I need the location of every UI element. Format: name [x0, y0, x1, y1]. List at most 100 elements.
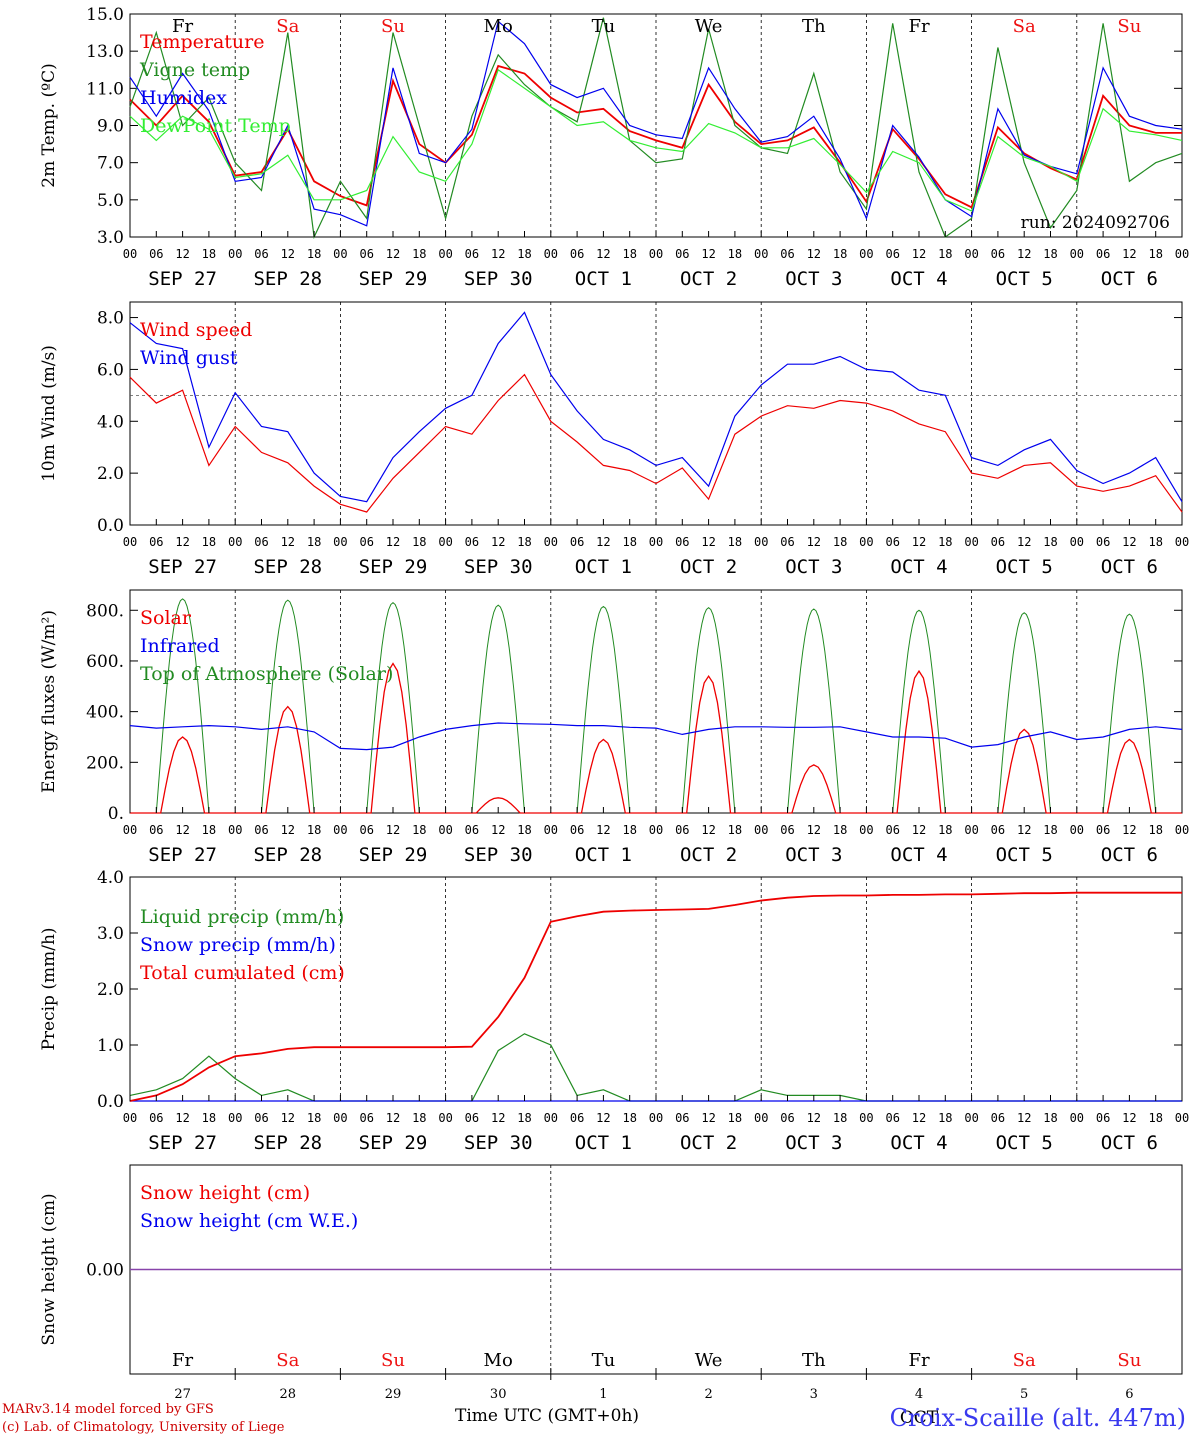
x-date-label: SEP 28 — [253, 844, 322, 866]
x-date-label: OCT 6 — [1101, 844, 1158, 866]
series-line-wind-speed — [129, 373, 1183, 513]
x-hour-label: 06 — [465, 823, 479, 837]
legend-item: Top of Atmosphere (Solar) — [140, 663, 393, 685]
x-hour-label: 18 — [202, 1111, 216, 1125]
series-line-total-cumulated-cm- — [129, 891, 1182, 1102]
x-hour-label: 06 — [675, 1111, 689, 1125]
x-hour-label: 06 — [570, 535, 584, 549]
y-axis-label: Snow height (cm) — [39, 1193, 59, 1345]
y-tick-label: 400. — [86, 703, 124, 723]
day-of-week-label: Fr — [908, 1350, 929, 1371]
x-hour-label: 18 — [202, 247, 216, 261]
x-hour-label: 06 — [885, 1111, 899, 1125]
day-of-week-label: Su — [381, 16, 405, 37]
x-hour-label: 06 — [885, 535, 899, 549]
x-date-label: SEP 27 — [148, 268, 217, 290]
x-hour-label: 12 — [386, 1111, 400, 1125]
x-hour-label: 00 — [544, 1111, 558, 1125]
legend-item: Wind gust — [140, 347, 238, 369]
solar-curve — [1076, 738, 1182, 814]
x-hour-label: 18 — [517, 823, 531, 837]
x-hour-label: 18 — [938, 535, 952, 549]
x-hour-label: 18 — [517, 247, 531, 261]
day-of-week-label: Su — [1117, 1350, 1141, 1371]
x-hour-label: 06 — [254, 535, 268, 549]
solar-curve — [130, 736, 236, 814]
x-date-label: SEP 29 — [359, 844, 428, 866]
day-of-week-label: We — [695, 16, 723, 37]
panel-frame-energy — [129, 589, 1183, 814]
series-line-vigne-temp — [129, 17, 1183, 240]
run-label: run: 2024092706 — [1021, 213, 1170, 233]
x-day-number: 28 — [280, 1387, 297, 1402]
y-tick-label: 2.0 — [97, 980, 124, 1000]
solar-curve — [761, 764, 867, 814]
x-hour-label: 18 — [412, 823, 426, 837]
toa-solar-curve — [550, 605, 656, 814]
x-hour-label: 12 — [1122, 823, 1136, 837]
x-hour-label: 12 — [912, 823, 926, 837]
legend-item: Snow height (cm W.E.) — [140, 1210, 358, 1232]
day-of-week-label: Su — [1117, 16, 1141, 37]
x-hour-label: 00 — [754, 823, 768, 837]
x-hour-label: 18 — [307, 247, 321, 261]
x-hour-label: 18 — [622, 1111, 636, 1125]
x-hour-label: 00 — [438, 535, 452, 549]
panel-frame-wind — [129, 301, 1183, 526]
x-hour-label: 06 — [465, 1111, 479, 1125]
x-hour-label: 00 — [859, 823, 873, 837]
x-hour-label: 00 — [1175, 535, 1189, 549]
x-hour-label: 12 — [386, 535, 400, 549]
x-hour-label: 00 — [1070, 535, 1084, 549]
x-hour-label: 00 — [1175, 1111, 1189, 1125]
x-hour-label: 00 — [649, 823, 663, 837]
x-hour-label: 18 — [938, 1111, 952, 1125]
x-hour-label: 12 — [491, 247, 505, 261]
x-hour-label: 12 — [386, 247, 400, 261]
x-hour-label: 18 — [622, 247, 636, 261]
x-hour-label: 18 — [728, 535, 742, 549]
x-date-label: OCT 5 — [996, 1132, 1053, 1154]
x-hour-label: 12 — [386, 823, 400, 837]
x-hour-label: 18 — [622, 823, 636, 837]
x-hour-label: 18 — [938, 247, 952, 261]
x-hour-label: 18 — [833, 535, 847, 549]
y-tick-label: 11.0 — [86, 79, 124, 99]
x-hour-label: 00 — [333, 1111, 347, 1125]
x-hour-label: 18 — [412, 535, 426, 549]
x-hour-label: 12 — [1122, 535, 1136, 549]
x-date-label: SEP 29 — [359, 556, 428, 578]
x-hour-label: 18 — [1148, 1111, 1162, 1125]
x-hour-label: 12 — [912, 1111, 926, 1125]
x-hour-label: 06 — [675, 823, 689, 837]
x-date-label: SEP 30 — [464, 1132, 533, 1154]
legend-item: Infrared — [140, 635, 220, 657]
legend-item: Snow height (cm) — [140, 1182, 310, 1204]
x-hour-label: 12 — [807, 535, 821, 549]
x-hour-label: 12 — [491, 1111, 505, 1125]
x-date-label: OCT 3 — [785, 268, 842, 290]
x-hour-label: 06 — [149, 535, 163, 549]
x-hour-label: 18 — [307, 823, 321, 837]
x-hour-label: 06 — [254, 247, 268, 261]
x-hour-label: 18 — [1043, 823, 1057, 837]
y-tick-label: 3.0 — [97, 924, 124, 944]
day-of-week-label: Sa — [1013, 16, 1036, 37]
day-of-week-label: Tu — [592, 16, 616, 37]
solar-curve — [235, 705, 341, 814]
y-axis-label: 2m Temp. (ºC) — [39, 63, 59, 188]
x-hour-label: 12 — [1017, 247, 1031, 261]
x-hour-label: 12 — [175, 247, 189, 261]
day-of-week-label: Sa — [276, 16, 299, 37]
day-of-week-label: Fr — [908, 16, 929, 37]
x-hour-label: 18 — [307, 535, 321, 549]
x-hour-label: 12 — [912, 535, 926, 549]
x-hour-label: 12 — [175, 535, 189, 549]
x-date-label: OCT 3 — [785, 844, 842, 866]
x-hour-label: 18 — [1148, 247, 1162, 261]
time-axis-title: Time UTC (GMT+0h) — [455, 1406, 640, 1426]
toa-solar-curve — [130, 598, 236, 814]
y-tick-label: 0.0 — [97, 1092, 124, 1112]
x-hour-label: 00 — [964, 1111, 978, 1125]
x-hour-label: 00 — [649, 1111, 663, 1125]
